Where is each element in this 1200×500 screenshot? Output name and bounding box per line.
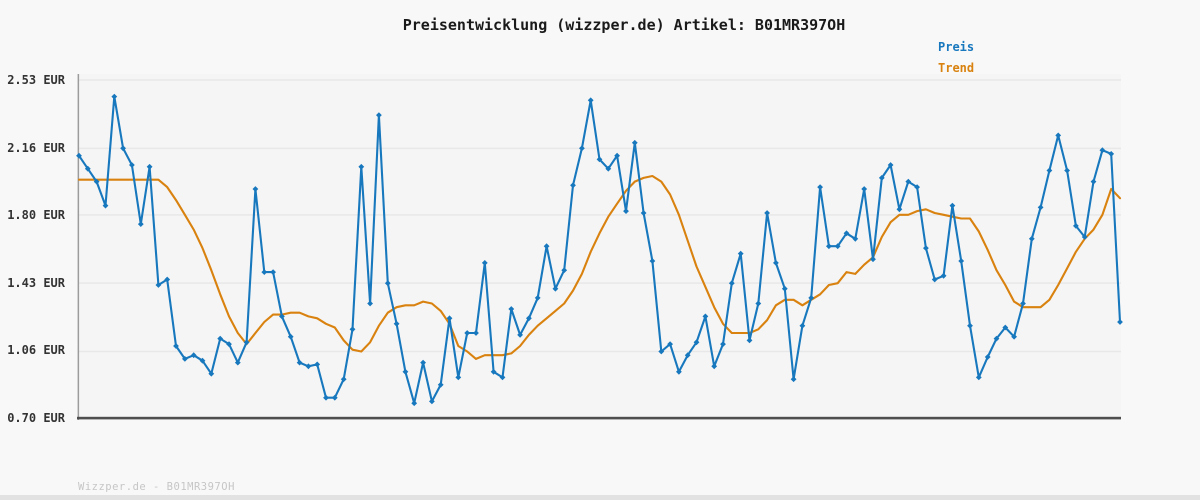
legend-item-trend: Trend <box>938 61 975 75</box>
y-tick-label: 1.80 EUR <box>7 208 65 222</box>
legend: Preis Trend <box>938 40 974 82</box>
x-axis-line <box>77 416 1121 420</box>
legend-item-preis: Preis <box>938 40 975 54</box>
y-tick-label: 1.06 EUR <box>7 343 65 357</box>
y-tick-label: 2.53 EUR <box>7 73 65 87</box>
watermark: Wizzper.de - B01MR397OH <box>78 481 235 493</box>
chart-title: Preisentwicklung (wizzper.de) Artikel: B… <box>402 16 846 34</box>
plot-background <box>79 74 1121 418</box>
series-line-trend <box>77 174 1122 360</box>
y-axis-line <box>77 74 80 420</box>
y-tick-label: 2.16 EUR <box>7 141 65 155</box>
bottom-bar <box>0 495 1200 500</box>
y-tick-label: 0.70 EUR <box>7 411 65 425</box>
y-tick-label: 1.43 EUR <box>7 276 65 290</box>
